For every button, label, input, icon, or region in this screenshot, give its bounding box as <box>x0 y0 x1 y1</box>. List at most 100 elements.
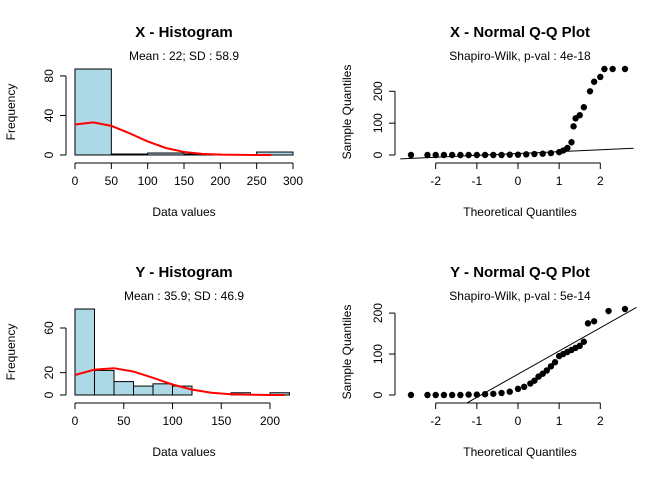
point <box>523 151 530 158</box>
x-tick-label: 1 <box>556 414 563 428</box>
bar <box>74 308 95 396</box>
subtitle: Mean : 22; SD : 58.9 <box>129 49 239 63</box>
point <box>531 377 538 384</box>
y-tick-label: 200 <box>371 81 385 101</box>
point <box>407 391 415 399</box>
x-tick-label: 100 <box>162 414 182 428</box>
subtitle: Shapiro-Wilk, p-val : 5e-14 <box>449 289 591 303</box>
y-axis-label: Frequency <box>4 324 18 381</box>
x-axis-label: Data values <box>152 445 215 459</box>
point <box>597 73 604 81</box>
y-tick-label: 40 <box>42 108 56 122</box>
point <box>457 151 464 159</box>
point <box>481 390 489 398</box>
point <box>564 144 571 152</box>
point <box>547 363 555 370</box>
subtitle: Shapiro-Wilk, p-val : 4e-18 <box>449 49 591 63</box>
y-tick-label: 0 <box>371 391 385 398</box>
point <box>514 151 522 158</box>
point <box>601 65 608 73</box>
point <box>547 149 555 157</box>
point <box>473 391 481 398</box>
chart-title: Y - Histogram <box>135 264 232 281</box>
chart-title: Y - Normal Q-Q Plot <box>450 264 590 281</box>
x-tick-label: 1 <box>556 174 563 188</box>
y-axis-label: Sample Quantiles <box>340 65 354 160</box>
y-axis-label: Frequency <box>4 84 18 141</box>
chart-title: X - Normal Q-Q Plot <box>450 24 590 41</box>
x-tick-label: 200 <box>210 174 230 188</box>
x-tick-label: 200 <box>260 414 280 428</box>
panel: X - Normal Q-Q Plot Shapiro-Wilk, p-val :… <box>340 24 634 219</box>
y-tick-label: 80 <box>42 69 56 83</box>
panel: Y - Histogram Mean : 35.9; SD : 46.9 Data … <box>4 264 290 459</box>
x-tick-label: 50 <box>117 414 131 428</box>
point <box>432 151 439 159</box>
x-tick-label: 0 <box>515 414 522 428</box>
x-tick-label: 150 <box>174 174 194 188</box>
point <box>490 151 497 159</box>
point <box>457 391 464 399</box>
x-tick-label: 150 <box>211 414 231 428</box>
x-tick-label: -1 <box>472 414 483 428</box>
point <box>432 391 439 399</box>
bar <box>94 369 115 396</box>
point <box>448 391 456 399</box>
bar <box>110 153 149 156</box>
x-axis-label: Theoretical Quantiles <box>463 445 576 459</box>
x-tick-label: 0 <box>72 414 79 428</box>
bar <box>147 152 185 156</box>
point <box>481 151 489 159</box>
y-tick-label: 100 <box>371 113 385 133</box>
subtitle: Mean : 35.9; SD : 46.9 <box>124 289 244 303</box>
point <box>440 391 448 399</box>
point <box>490 390 497 397</box>
density-curve <box>74 121 272 156</box>
point <box>514 385 522 393</box>
y-tick-label: 60 <box>42 321 56 335</box>
y-tick-label: 0 <box>42 151 56 158</box>
bar <box>113 381 134 396</box>
point <box>448 151 456 159</box>
x-tick-label: 2 <box>597 174 604 188</box>
y-tick-label: 200 <box>371 303 385 323</box>
x-tick-label: 0 <box>515 174 522 188</box>
y-tick-label: 100 <box>371 344 385 364</box>
point <box>424 151 431 159</box>
x-tick-label: 50 <box>105 174 119 188</box>
x-tick-label: 300 <box>283 174 303 188</box>
point <box>605 307 612 315</box>
point <box>424 391 431 399</box>
point <box>543 367 551 374</box>
point <box>590 78 598 85</box>
point <box>584 320 592 327</box>
y-tick-label: 0 <box>42 391 56 398</box>
bar <box>74 68 112 156</box>
point <box>590 318 598 325</box>
point <box>498 389 505 397</box>
point <box>576 342 583 350</box>
bar <box>256 151 294 156</box>
point <box>465 391 472 398</box>
x-tick-label: 0 <box>72 174 79 188</box>
point <box>539 150 546 157</box>
point <box>621 305 629 313</box>
point <box>506 151 513 158</box>
point <box>465 151 472 159</box>
y-tick-label: 0 <box>371 151 385 158</box>
point <box>580 104 588 111</box>
bar <box>152 383 173 396</box>
point <box>473 151 481 159</box>
point <box>570 123 577 130</box>
point <box>520 383 528 391</box>
panel: Y - Normal Q-Q Plot Shapiro-Wilk, p-val :… <box>340 264 637 459</box>
point <box>568 139 575 146</box>
x-tick-label: 2 <box>597 414 604 428</box>
point <box>407 151 415 159</box>
point <box>440 151 448 159</box>
point <box>531 150 538 158</box>
point <box>576 111 583 119</box>
x-tick-label: 250 <box>247 174 267 188</box>
point <box>586 88 594 95</box>
x-axis-label: Data values <box>152 205 215 219</box>
